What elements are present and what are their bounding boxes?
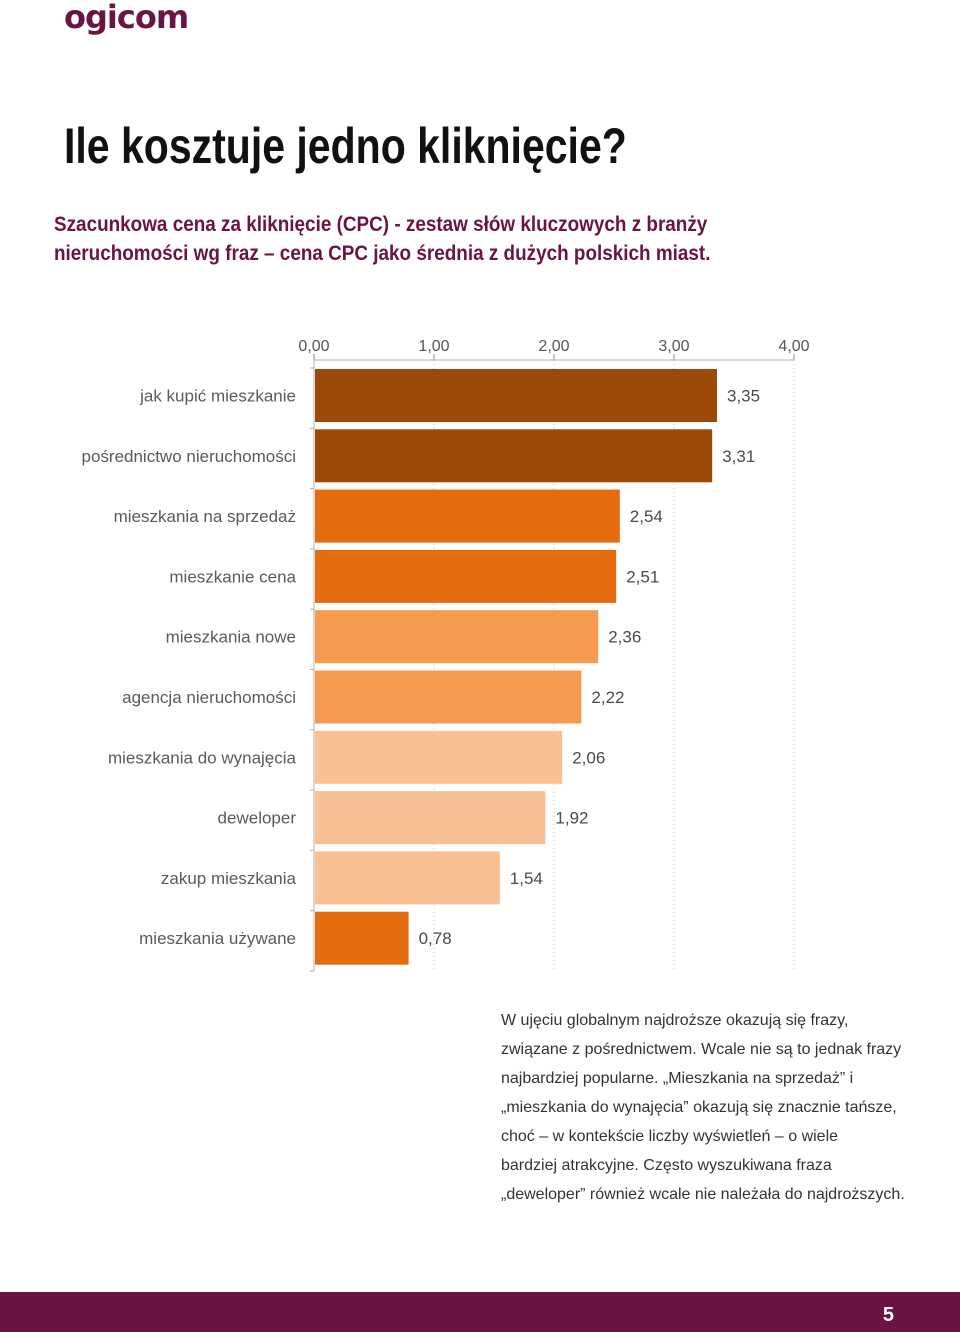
note-line-1: W ujęciu globalnym najdroższe okazują si… [501,1012,849,1029]
x-tick-label-4: 4,00 [778,338,809,355]
note-line-2: związane z pośrednictwem. Wcale nie są t… [501,1041,902,1058]
ogicom-logo: ogicom [64,0,189,36]
bar-7 [315,730,563,784]
subtitle-line-2: nieruchomości wg fraz – cena CPC jako śr… [54,242,711,265]
category-label-9: zakup mieszkania [161,869,297,888]
page-title: Ile kosztuje jedno kliknięcie? [64,118,627,174]
category-label-8: deweloper [218,809,297,828]
value-label-9: 1,54 [510,869,543,888]
bar-5 [315,610,599,664]
value-label-4: 2,51 [626,567,659,586]
bar-10 [315,911,409,965]
cpc-bar-chart: 0,00 1,00 2,00 3,00 4,00 jak kupić mieszkanie… [82,338,810,972]
value-label-6: 2,22 [591,688,624,707]
value-label-5: 2,36 [608,628,641,647]
category-label-5: mieszkania nowe [166,628,296,647]
commentary-text: W ujęciu globalnym najdroższe okazują si… [501,1006,921,1209]
category-label-3: mieszkania na sprzedaż [114,507,296,526]
note-line-6: bardziej atrakcyjne. Często wyszukiwana … [501,1157,832,1174]
note-line-7: „deweloper” również wcale nie należała d… [501,1186,905,1203]
category-label-10: mieszkania używane [139,929,296,948]
chart-subtitle: Szacunkowa cena za kliknięcie (CPC) - ze… [54,210,846,268]
value-label-8: 1,92 [555,809,588,828]
category-label-2: pośrednictwo nieruchomości [82,447,297,466]
subtitle-line-1: Szacunkowa cena za kliknięcie (CPC) - ze… [54,213,708,236]
note-line-3: najbardziej popularne. „Mieszkania na sp… [501,1070,854,1087]
value-label-2: 3,31 [722,447,755,466]
footer-bar: 5 [0,1292,960,1332]
value-label-1: 3,35 [727,387,760,406]
note-line-5: choć – w kontekście liczby wyświetleń – … [501,1128,839,1145]
note-line-4: „mieszkania do wynajęcia” okazują się zn… [501,1099,897,1116]
x-tick-label-3: 3,00 [658,338,689,355]
bar-1 [315,369,717,422]
x-tick-label-2: 2,00 [538,338,569,355]
bar-3 [315,489,620,543]
x-tick-label-0: 0,00 [298,338,329,355]
category-label-7: mieszkania do wynajęcia [108,748,297,767]
page-number: 5 [882,1304,894,1326]
category-label-4: mieszkanie cena [169,567,296,586]
value-label-7: 2,06 [572,748,605,767]
x-tick-label-1: 1,00 [418,338,449,355]
bar-6 [315,670,582,724]
value-label-10: 0,78 [419,929,452,948]
bar-9 [315,851,500,905]
category-label-1: jak kupić mieszkanie [139,387,296,406]
bar-4 [315,549,617,603]
value-label-3: 2,54 [630,507,663,526]
bar-2 [315,429,713,483]
bar-8 [315,791,546,845]
category-label-6: agencja nieruchomości [122,688,296,707]
